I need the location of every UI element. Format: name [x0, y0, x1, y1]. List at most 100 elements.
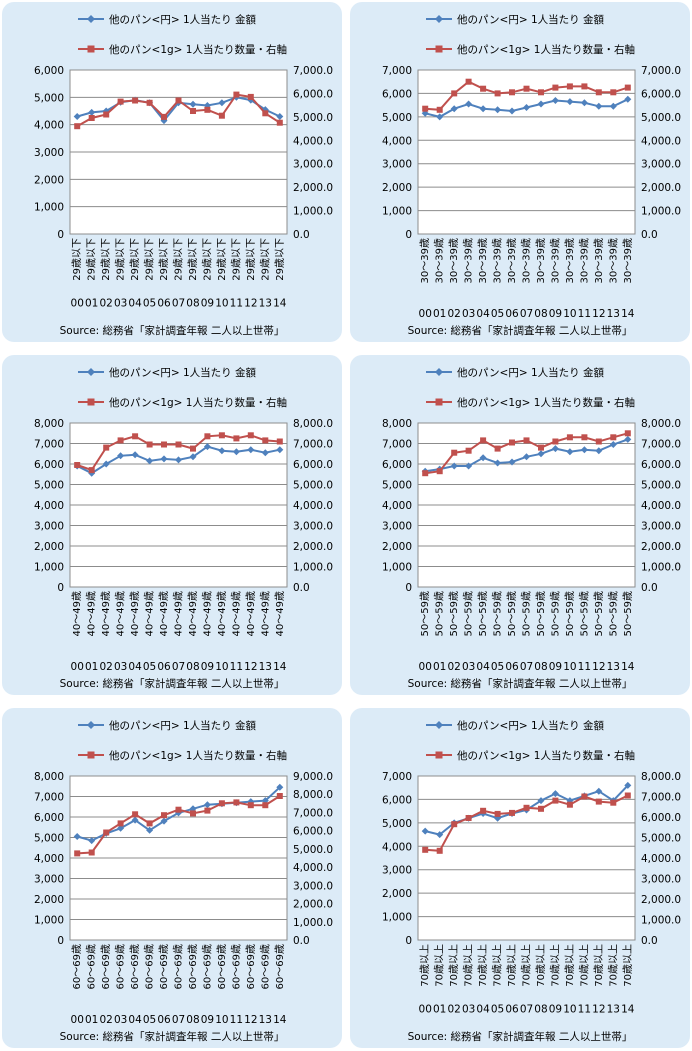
y-right-tick-label: 2,000.0 — [641, 541, 681, 553]
data-point-amount — [146, 457, 154, 465]
y-left-tick-label: 0 — [57, 935, 64, 947]
data-point-quantity — [451, 90, 458, 97]
x-age-label: 60～69歳 — [201, 944, 213, 989]
data-point-amount — [494, 106, 502, 114]
x-tick-label: 07 — [172, 661, 185, 673]
x-age-label: 70歳以上 — [477, 944, 489, 987]
x-tick-label: 05 — [491, 1004, 504, 1016]
x-tick-label: 14 — [273, 298, 287, 310]
data-point-quantity — [132, 811, 139, 818]
y-right-tick-label: 6,000.0 — [293, 459, 333, 471]
data-point-quantity — [451, 449, 458, 456]
data-point-quantity — [247, 802, 254, 809]
x-age-label: 29歳以下 — [86, 238, 98, 281]
legend-label-amount: 他のパン<円> 1人当たり 金額 — [109, 13, 256, 26]
x-age-label: 60～69歳 — [245, 944, 257, 989]
y-right-tick-label: 0.0 — [641, 582, 658, 594]
y-left-tick-label: 4,000 — [34, 120, 64, 132]
data-point-quantity — [88, 849, 95, 856]
x-age-label: 40～49歳 — [245, 591, 257, 636]
data-point-amount — [102, 460, 110, 468]
x-tick-label: 05 — [491, 661, 504, 673]
data-point-amount — [218, 447, 226, 455]
data-point-quantity — [422, 105, 429, 112]
data-point-quantity — [566, 434, 573, 441]
y-left-tick-label: 5,000 — [34, 92, 64, 104]
legend-label-amount: 他のパン<円> 1人当たり 金額 — [457, 366, 604, 379]
x-age-label: 29歳以下 — [129, 238, 141, 281]
data-point-amount — [276, 446, 284, 454]
x-age-label: 40～49歳 — [216, 591, 228, 636]
y-right-tick-label: 1,000.0 — [293, 562, 333, 574]
chart-panel-50s: 他のパン<円> 1人当たり 金額 他のパン<1g> 1人当たり数量・右軸 0 1,00… — [350, 355, 690, 695]
x-age-label: 70歳以上 — [607, 944, 619, 987]
y-right-tick-label: 8,000.0 — [293, 418, 333, 430]
data-point-quantity — [581, 434, 588, 441]
y-right-tick-label: 5,000.0 — [293, 112, 333, 124]
data-point-quantity — [262, 802, 269, 809]
source-note: Source: 総務省「家計調査年報 二人以上世帯」 — [408, 1030, 633, 1043]
data-point-quantity — [552, 84, 559, 91]
x-age-label: 30～39歳 — [564, 238, 576, 283]
data-point-amount — [160, 455, 168, 463]
x-age-label: 30～39歳 — [622, 238, 634, 283]
x-tick-label: 09 — [201, 661, 214, 673]
x-age-label: 40～49歳 — [129, 591, 141, 636]
data-point-quantity — [247, 93, 254, 100]
x-age-label: 29歳以下 — [158, 238, 170, 281]
y-right-tick-label: 8,000.0 — [641, 771, 681, 783]
x-tick-label: 03 — [462, 661, 475, 673]
y-left-tick-label: 5,000 — [382, 818, 412, 830]
x-age-label: 50～59歳 — [434, 591, 446, 636]
x-tick-label: 14 — [273, 661, 287, 673]
y-right-tick-label: 0.0 — [293, 935, 310, 947]
legend-label-amount: 他のパン<円> 1人当たり 金額 — [109, 366, 256, 379]
y-left-tick-label: 8,000 — [34, 771, 64, 783]
x-age-label: 70歳以上 — [622, 944, 634, 987]
data-point-quantity — [233, 91, 240, 98]
data-point-amount — [203, 801, 211, 809]
data-point-quantity — [595, 798, 602, 805]
data-point-quantity — [204, 106, 211, 113]
y-left-tick-label: 6,000 — [382, 88, 412, 100]
x-tick-label: 07 — [172, 1014, 185, 1026]
data-point-amount — [465, 462, 473, 470]
x-age-label: 70歳以上 — [419, 944, 431, 987]
data-point-quantity — [595, 438, 602, 445]
data-point-amount — [450, 462, 458, 470]
y-right-tick-label: 9,000.0 — [293, 771, 333, 783]
data-point-amount — [595, 102, 603, 110]
y-left-tick-label: 7,000 — [382, 65, 412, 77]
data-point-quantity — [146, 99, 153, 106]
y-left-tick-label: 2,000 — [34, 174, 64, 186]
data-point-amount — [189, 100, 197, 108]
x-age-label: 40～49歳 — [158, 591, 170, 636]
data-point-quantity — [624, 430, 631, 437]
y-right-tick-label: 7,000.0 — [641, 65, 681, 77]
x-age-label: 60～69歳 — [129, 944, 141, 989]
data-point-quantity — [436, 106, 443, 113]
data-point-amount — [131, 816, 139, 824]
x-age-label: 40～49歳 — [100, 591, 112, 636]
x-age-label: 70歳以上 — [564, 944, 576, 987]
data-point-quantity — [422, 470, 429, 477]
x-age-label: 60～69歳 — [230, 944, 242, 989]
data-point-quantity — [276, 438, 283, 445]
x-age-label: 29歳以下 — [201, 238, 213, 281]
data-point-quantity — [190, 810, 196, 817]
y-left-tick-label: 7,000 — [34, 439, 64, 451]
y-right-tick-label: 5,000.0 — [641, 833, 681, 845]
x-tick-label: 10 — [215, 1014, 228, 1026]
x-tick-label: 04 — [128, 298, 142, 310]
data-point-amount — [421, 827, 429, 835]
y-left-tick-label: 6,000 — [34, 812, 64, 824]
data-point-amount — [436, 831, 444, 839]
y-right-tick-label: 6,000.0 — [641, 459, 681, 471]
legend-label-amount: 他のパン<円> 1人当たり 金額 — [457, 13, 604, 26]
data-point-amount — [247, 446, 255, 454]
data-point-quantity — [494, 90, 501, 97]
y-left-tick-label: 2,000 — [382, 541, 412, 553]
data-point-amount — [609, 102, 617, 110]
y-left-tick-label: 2,000 — [382, 182, 412, 194]
